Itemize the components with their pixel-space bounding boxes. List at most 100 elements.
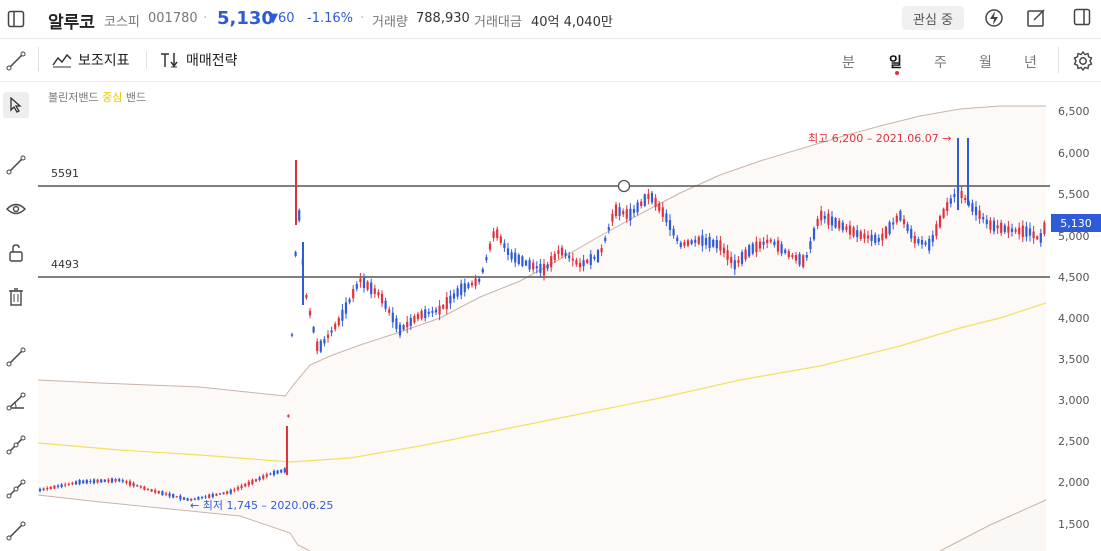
separator-dot: · [203, 10, 208, 26]
candle-body [845, 226, 848, 230]
candle-body [1014, 229, 1017, 232]
indicator-button[interactable]: 보조지표 [52, 50, 130, 70]
sidebar-toggle-icon[interactable] [6, 9, 26, 29]
ray-tool-icon[interactable] [5, 434, 27, 456]
indicator-band: 밴드 [125, 91, 147, 104]
candle-body [758, 241, 762, 249]
candle-body [632, 209, 636, 213]
candle-body [805, 255, 808, 258]
candle-body [193, 498, 196, 500]
candle-body [258, 477, 261, 481]
period-minute[interactable]: 분 [842, 55, 855, 71]
segment-tool-icon[interactable] [5, 346, 27, 368]
draw-line-icon[interactable] [6, 51, 26, 75]
candle-body [312, 327, 315, 333]
candle-body [881, 233, 884, 241]
candle-body [971, 203, 974, 212]
edit-icon[interactable] [1026, 8, 1046, 32]
eye-icon[interactable] [5, 198, 27, 220]
y-tick: 5,000 [1058, 230, 1090, 243]
angle-tool-icon[interactable] [5, 390, 27, 412]
candle-body [611, 213, 614, 222]
candle-body [121, 480, 124, 482]
upper-line-label: 5591 [51, 167, 79, 180]
trend-line-icon[interactable] [5, 154, 27, 176]
candle-body [442, 304, 445, 309]
candle-body [600, 248, 603, 253]
candle-body [355, 284, 358, 289]
period-week[interactable]: 주 [934, 55, 947, 71]
period-day[interactable]: 일 [889, 55, 902, 71]
path-tool-icon[interactable] [5, 478, 27, 500]
candle-body [859, 231, 862, 240]
channel-tool-icon[interactable] [5, 520, 27, 542]
candle-body [64, 484, 67, 486]
candle-body [683, 242, 686, 246]
candle-body [679, 242, 682, 248]
candle-body [143, 486, 146, 490]
candle-body [820, 210, 823, 221]
candle-body [287, 414, 290, 418]
period-month[interactable]: 월 [979, 55, 992, 71]
candle-body [204, 496, 207, 498]
candle-body [550, 256, 553, 268]
candle-body [197, 496, 200, 500]
candle-body [740, 252, 744, 264]
candle-body [334, 323, 337, 330]
panel-toggle-icon[interactable] [1073, 8, 1091, 30]
unlock-icon[interactable] [5, 242, 27, 264]
candle-body [665, 213, 668, 223]
candle-body [535, 266, 538, 269]
candle-body [841, 222, 844, 231]
active-period-dot [895, 71, 899, 75]
settings-gear-icon[interactable] [1072, 50, 1094, 76]
stock-name: 알루코 [48, 13, 95, 33]
separator-dot: · [360, 10, 365, 26]
candle-body [899, 210, 902, 221]
candle-body [964, 197, 967, 201]
candle-body [575, 260, 578, 265]
candle-body [434, 309, 438, 313]
candle-body [175, 496, 178, 498]
candle-body [395, 318, 398, 330]
candle-body [809, 241, 812, 249]
y-tick: 4,000 [1058, 312, 1090, 325]
candle-body [485, 257, 488, 261]
candle-body [179, 495, 182, 500]
candle-body [931, 235, 934, 242]
strategy-button[interactable]: 매매전략 [160, 50, 238, 70]
cursor-icon[interactable] [3, 92, 29, 118]
candle-body [607, 227, 610, 231]
y-tick: 1,500 [1058, 518, 1090, 531]
candle-body [960, 190, 963, 199]
candle-body [438, 305, 441, 315]
candle-body [902, 219, 906, 225]
candle-body [449, 295, 452, 304]
candle-body [128, 481, 132, 486]
lightning-icon[interactable] [984, 8, 1004, 32]
candles [38, 138, 1046, 502]
candle-body [524, 260, 528, 266]
candle-body [208, 494, 211, 498]
candle-body [337, 318, 340, 326]
candlestick-chart[interactable] [38, 82, 1101, 551]
candle-body [726, 250, 729, 260]
period-year[interactable]: 년 [1024, 55, 1037, 71]
candle-body [704, 237, 708, 246]
favorite-button[interactable]: 관심 중 [902, 6, 964, 30]
candle-body [730, 256, 733, 263]
y-tick: 3,000 [1058, 394, 1090, 407]
candle-body [661, 207, 664, 217]
candle-body [888, 222, 891, 234]
y-tick: 2,500 [1058, 435, 1090, 448]
candle-body [474, 278, 477, 286]
trash-icon[interactable] [5, 286, 27, 308]
divider [38, 47, 39, 71]
candle-body [168, 493, 171, 497]
low-price-note: ← 최저 1,745 – 2020.06.25 [190, 499, 334, 512]
candle-body [798, 254, 801, 265]
candle-body [452, 293, 456, 299]
candle-body [215, 493, 218, 496]
candle-body [884, 226, 888, 239]
candle-body [496, 229, 499, 239]
